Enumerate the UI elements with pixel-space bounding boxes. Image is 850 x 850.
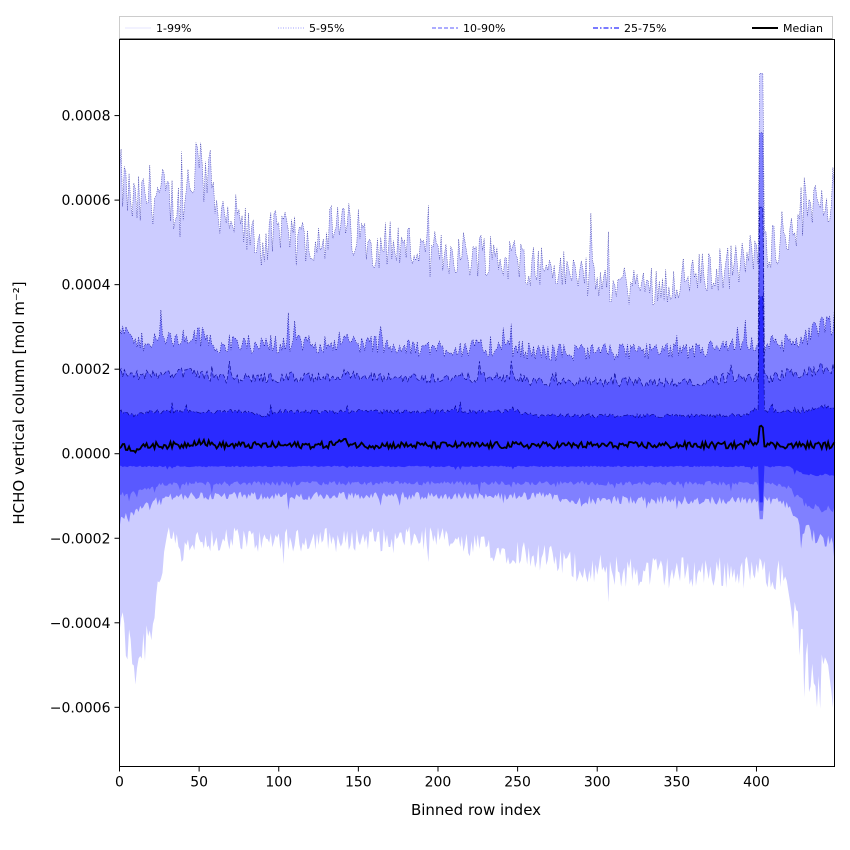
x-tick-label-150: 150	[345, 775, 372, 791]
y-tick-label-0: −0.0006	[50, 700, 111, 716]
y-axis: −0.0006 −0.0004 −0.0002 0.0000 0.0002 0.0004 0…	[50, 109, 120, 716]
band-upper-edge-1-99%	[119, 73, 835, 306]
y-tick-label-5: 0.0004	[62, 278, 111, 294]
band-layer	[119, 73, 835, 709]
x-axis: 0 50 100 150 200 250 300 350 400	[115, 766, 770, 791]
y-axis-label: HCHO vertical column [mol m⁻²]	[10, 281, 28, 524]
y-tick-label-2: −0.0002	[50, 531, 111, 547]
x-axis-label: Binned row index	[411, 801, 541, 819]
y-tick-label-4: 0.0002	[62, 362, 111, 378]
x-tick-label-200: 200	[425, 775, 452, 791]
legend-label-Median: Median	[783, 22, 823, 35]
x-tick-label-250: 250	[504, 775, 531, 791]
plot-frame	[119, 39, 835, 767]
x-tick-label-0: 0	[115, 775, 124, 791]
x-tick-label-400: 400	[743, 775, 770, 791]
legend: 1-99% 5-95% 10-90% 25-75% Median	[119, 16, 833, 39]
band-upper-edge-10-90%	[119, 206, 835, 388]
x-tick-label-300: 300	[584, 775, 611, 791]
y-tick-label-1: −0.0004	[50, 616, 111, 632]
x-tick-label-100: 100	[265, 775, 292, 791]
y-tick-label-6: 0.0006	[62, 193, 111, 209]
median-layer	[118, 424, 836, 454]
legend-label-1-99%: 1-99%	[156, 22, 191, 35]
median-line	[118, 424, 836, 454]
legend-label-10-90%: 10-90%	[463, 22, 505, 35]
band-edge-layer	[119, 73, 835, 419]
x-tick-label-350: 350	[663, 775, 690, 791]
x-tick-label-50: 50	[190, 775, 208, 791]
band-25-75%	[119, 296, 835, 503]
legend-label-25-75%: 25-75%	[624, 22, 666, 35]
y-tick-label-3: 0.0000	[62, 447, 111, 463]
y-tick-label-7: 0.0008	[62, 109, 111, 125]
legend-label-5-95%: 5-95%	[309, 22, 344, 35]
band-upper-edge-25-75%	[119, 296, 835, 419]
band-upper-edge-5-95%	[119, 132, 835, 361]
